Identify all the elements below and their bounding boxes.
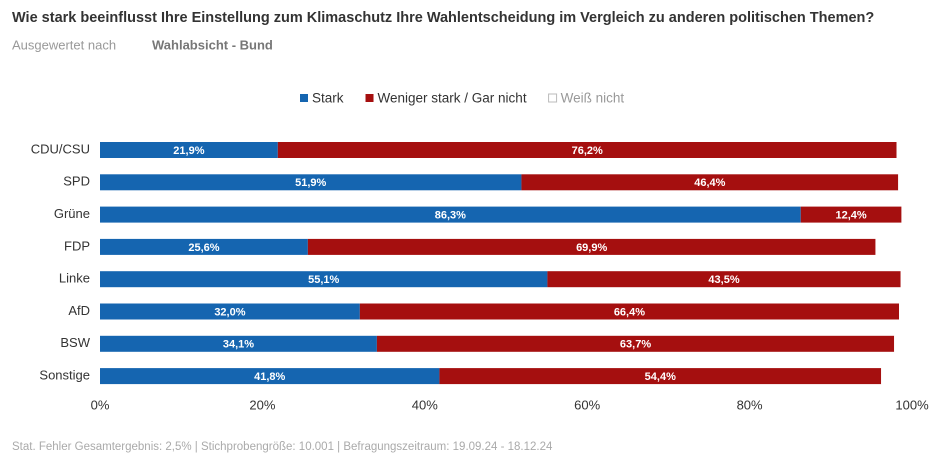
bar-segment (100, 142, 278, 158)
chart-title: Wie stark beeinflusst Ihre Einstellung z… (12, 10, 874, 26)
data-label: 46,4% (694, 177, 725, 189)
legend-swatch (548, 93, 558, 103)
y-tick-label: BSW (60, 335, 90, 350)
bar-segment (899, 303, 912, 320)
bar-segment (521, 174, 899, 191)
bar-segment (900, 271, 912, 288)
bar-segment (901, 206, 912, 223)
y-tick-label: Sonstige (39, 368, 90, 383)
data-label: 25,6% (188, 242, 219, 254)
subtitle: Wahlabsicht - Bund (152, 37, 273, 52)
x-tick-label: 60% (574, 397, 600, 412)
bar-segment (100, 174, 522, 191)
legend-label: Stark (312, 91, 344, 106)
y-tick-label: Linke (59, 271, 90, 286)
footer: Stat. Fehler Gesamtergebnis: 2,5% | Stic… (12, 441, 553, 453)
bar-segment (359, 303, 900, 320)
bar-segment (100, 206, 801, 223)
bar-segment (100, 238, 308, 255)
bar-segment (277, 142, 897, 158)
x-tick-label: 0% (91, 397, 110, 412)
legend-swatch (300, 94, 308, 102)
y-tick-label: CDU/CSU (31, 141, 90, 156)
data-label: 55,1% (308, 274, 339, 286)
data-label: 76,2% (572, 145, 603, 157)
bar-segment (100, 368, 440, 385)
bar-segment (800, 206, 902, 223)
y-tick-label: AfD (68, 303, 90, 318)
bar-segment (100, 303, 360, 320)
data-label: 12,4% (835, 210, 866, 222)
bar-segment (376, 335, 895, 352)
bar-segment (898, 174, 912, 191)
x-tick-label: 20% (249, 397, 275, 412)
y-tick-label: SPD (63, 174, 90, 189)
data-label: 43,5% (708, 274, 739, 286)
data-label: 34,1% (223, 339, 254, 351)
data-label: 69,9% (576, 242, 607, 254)
bar-segment (896, 142, 912, 158)
data-label: 41,8% (254, 371, 285, 383)
x-tick-label: 80% (737, 397, 763, 412)
bar-segment (547, 271, 901, 288)
bar-segment (100, 335, 377, 352)
legend-label: Weiß nicht (561, 91, 625, 106)
legend-label: Weniger stark / Gar nicht (378, 91, 527, 106)
bar-segment (100, 271, 548, 288)
data-label: 66,4% (614, 306, 645, 318)
data-label: 54,4% (645, 371, 676, 383)
y-tick-label: Grüne (54, 206, 90, 221)
data-label: 21,9% (173, 145, 204, 157)
data-label: 32,0% (214, 306, 245, 318)
data-label: 86,3% (435, 210, 466, 222)
x-tick-label: 100% (895, 397, 929, 412)
x-tick-label: 40% (412, 397, 438, 412)
y-tick-label: FDP (64, 238, 90, 253)
bar-segment (439, 368, 882, 385)
legend-swatch (365, 94, 374, 102)
data-label: 63,7% (620, 339, 651, 351)
subtitle-label: Ausgewertet nach (12, 37, 116, 52)
bar-segment (881, 368, 912, 385)
bar-segment (307, 238, 876, 255)
bar-segment (875, 238, 912, 255)
bar-segment (894, 335, 912, 352)
data-label: 51,9% (295, 177, 326, 189)
